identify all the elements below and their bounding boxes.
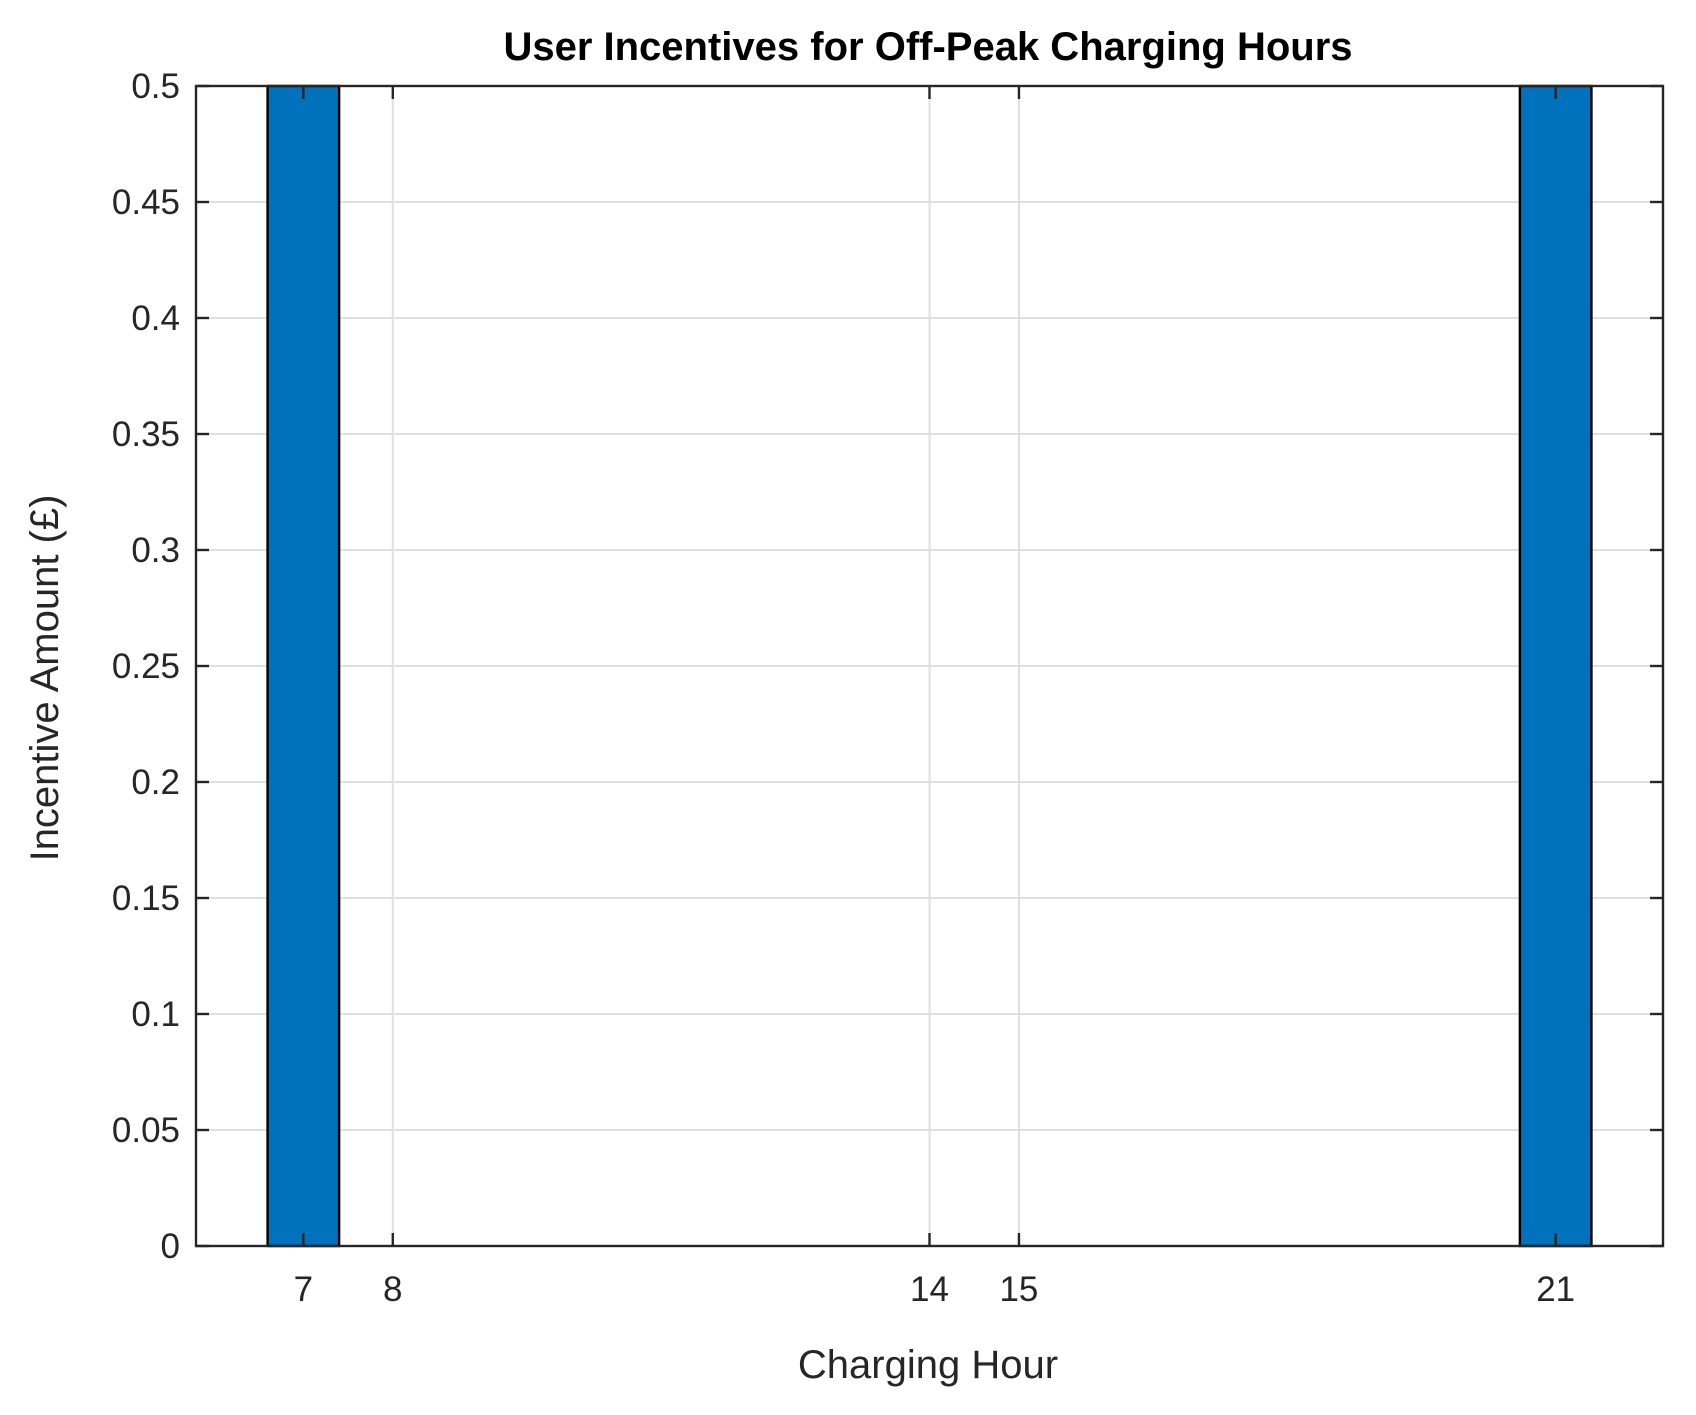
y-tick-label: 0.4 (131, 299, 180, 338)
x-tick-label: 14 (910, 1270, 949, 1309)
y-tick-label: 0.35 (112, 415, 180, 454)
x-tick-label: 21 (1536, 1270, 1575, 1309)
bar (266, 84, 341, 1248)
bar (1518, 84, 1593, 1248)
bars (266, 84, 1593, 1248)
y-tick-label: 0.5 (131, 67, 180, 106)
y-tick-label: 0.3 (131, 531, 180, 570)
y-tick-label: 0.05 (112, 1111, 180, 1150)
y-tick-label: 0.1 (131, 995, 180, 1034)
y-tick-labels: 0 0.05 0.1 0.15 0.2 0.25 0.3 0.35 0.4 0.45 0.5 (112, 67, 180, 1266)
x-tick-label: 7 (294, 1270, 313, 1309)
x-axis-label: Charging Hour (798, 1343, 1058, 1387)
y-tick-label: 0.25 (112, 647, 180, 686)
axis-ticks (196, 84, 1663, 1248)
chart-title: User Incentives for Off-Peak Charging Ho… (503, 25, 1352, 69)
x-tick-labels: 7 8 14 15 21 (294, 1270, 1576, 1309)
y-axis-label: Incentive Amount (£) (23, 495, 67, 862)
y-tick-label: 0.15 (112, 879, 180, 918)
y-tick-label: 0.45 (112, 183, 180, 222)
x-tick-label: 8 (383, 1270, 402, 1309)
x-tick-label: 15 (999, 1270, 1038, 1309)
y-tick-label: 0 (161, 1227, 180, 1266)
y-tick-label: 0.2 (131, 763, 180, 802)
